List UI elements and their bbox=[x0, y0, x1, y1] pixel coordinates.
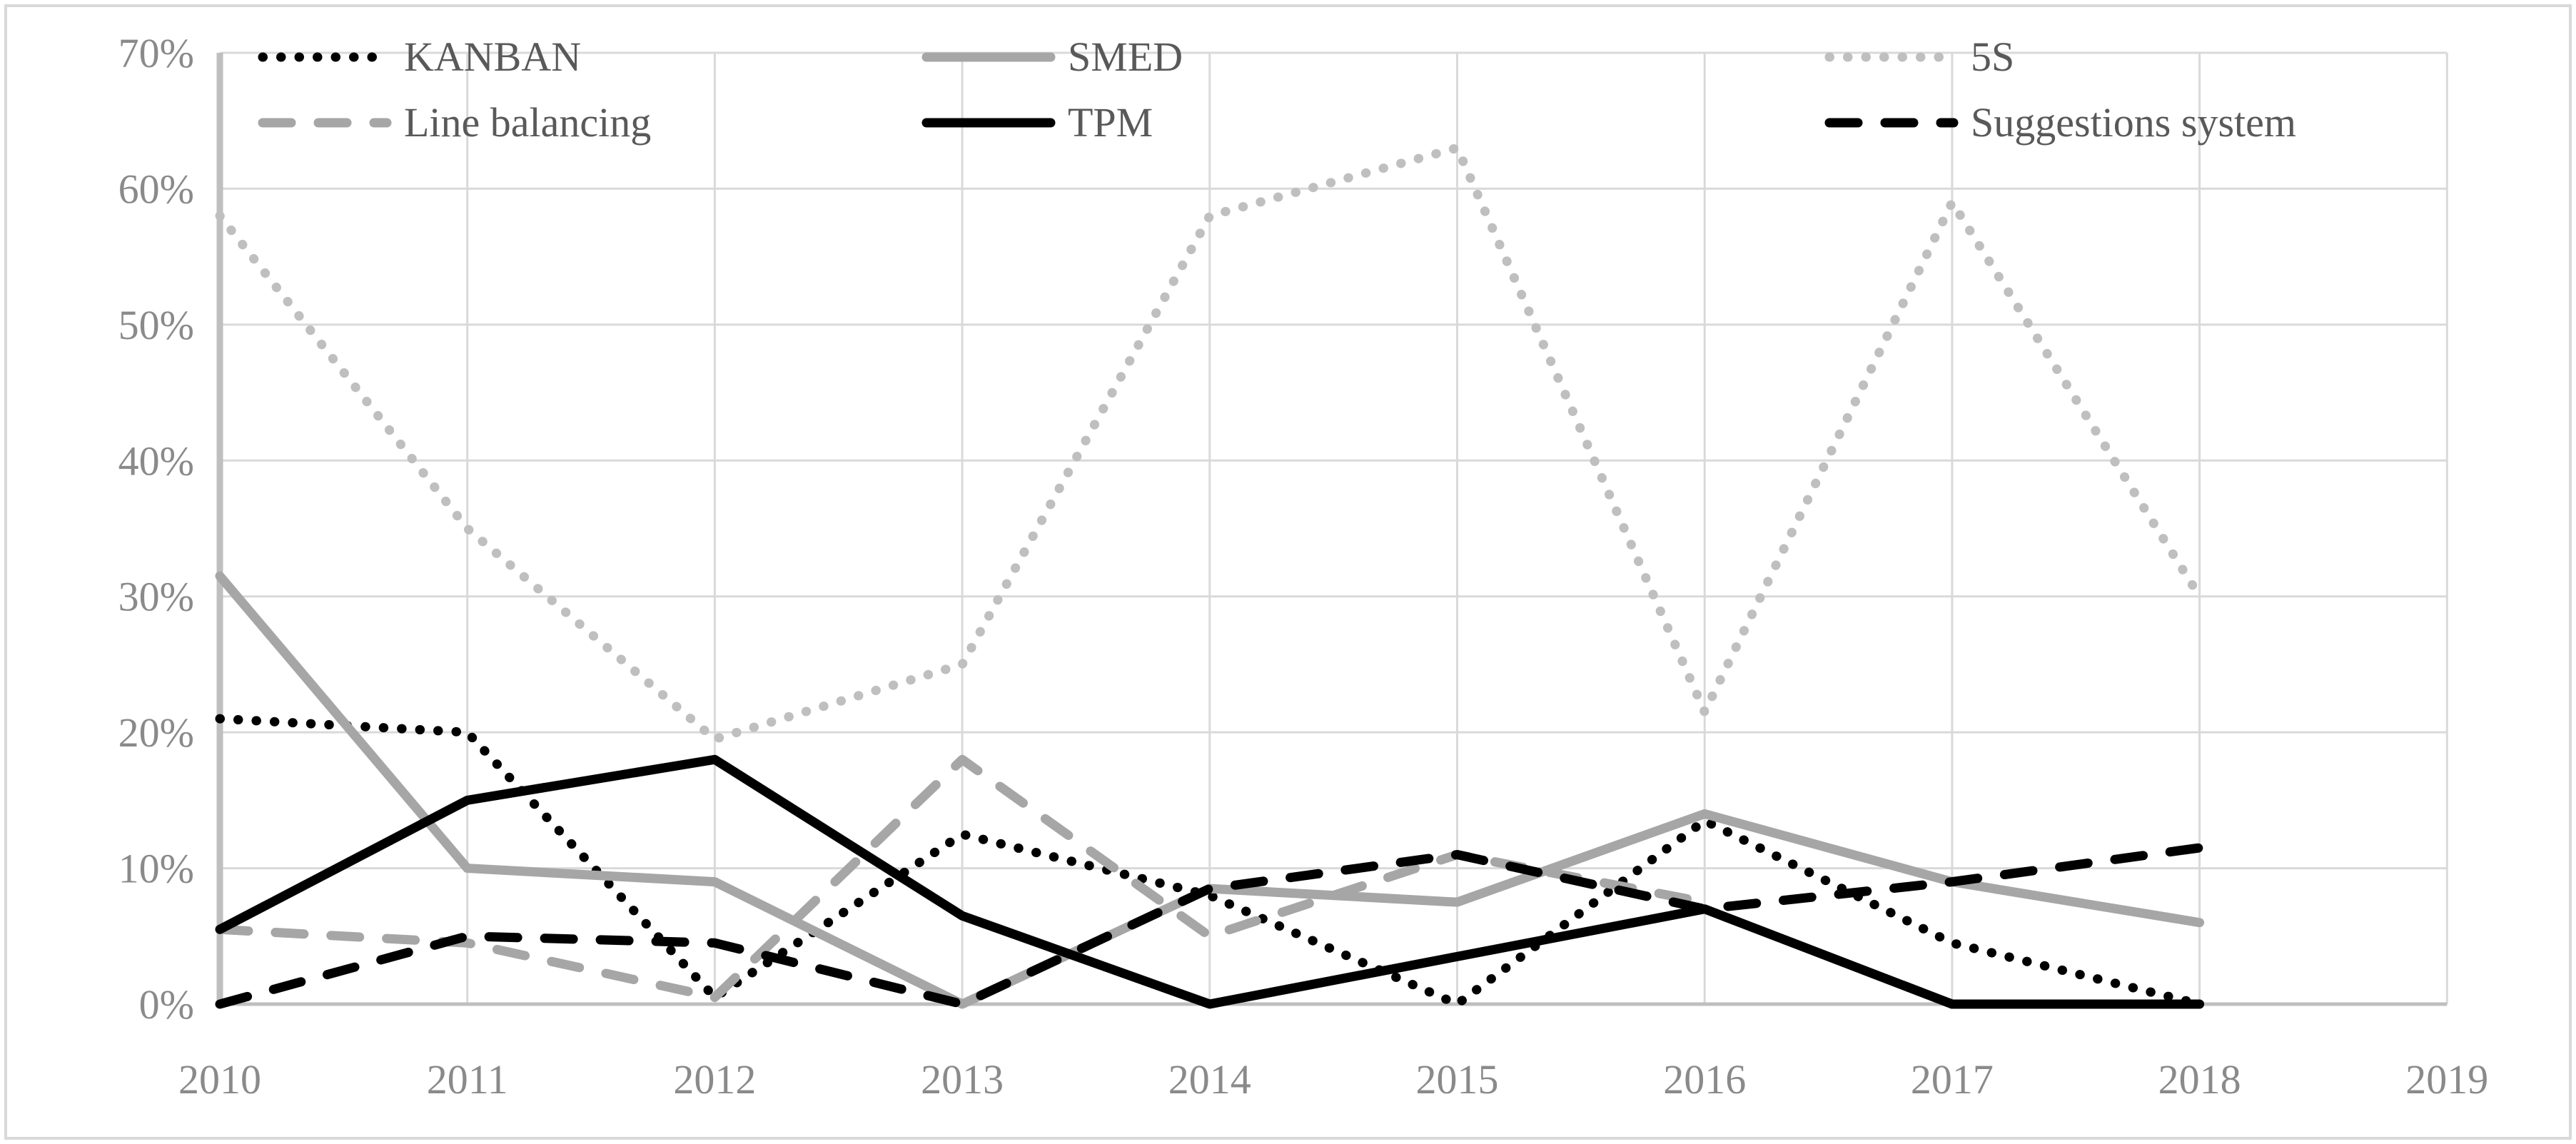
legend-item-smed: SMED bbox=[921, 34, 1183, 80]
y-axis-tick-label: 20% bbox=[118, 709, 194, 756]
x-axis-tick-label: 2015 bbox=[1416, 1056, 1499, 1103]
figure-border bbox=[4, 4, 2572, 1140]
legend-item-line-balancing: Line balancing bbox=[257, 100, 651, 146]
legend-label: Suggestions system bbox=[1971, 99, 2296, 146]
legend-item-suggestions-system: Suggestions system bbox=[1824, 100, 2296, 146]
legend-marker-dotted-line bbox=[258, 52, 392, 62]
x-axis-tick-label: 2019 bbox=[2405, 1056, 2488, 1103]
legend-marker-dashed-line bbox=[1824, 118, 1959, 128]
legend-label: Line balancing bbox=[404, 99, 652, 146]
legend-label: KANBAN bbox=[404, 34, 582, 80]
legend-label: SMED bbox=[1068, 34, 1183, 80]
y-axis-tick-label: 70% bbox=[118, 30, 194, 76]
legend-item-tpm: TPM bbox=[921, 100, 1153, 146]
y-axis-tick-label: 0% bbox=[139, 981, 194, 1028]
series-line-5s bbox=[215, 143, 2205, 744]
y-axis-tick-label: 30% bbox=[118, 574, 194, 620]
y-axis-tick-label: 60% bbox=[118, 166, 194, 212]
x-axis-tick-label: 2016 bbox=[1663, 1056, 1746, 1103]
x-axis-tick-label: 2014 bbox=[1168, 1056, 1251, 1103]
legend-marker-dashed-line bbox=[258, 118, 392, 128]
legend-item-5s: 5S bbox=[1824, 34, 2014, 80]
x-axis-tick-label: 2013 bbox=[921, 1056, 1004, 1103]
legend-item-kanban: KANBAN bbox=[257, 34, 581, 80]
y-axis-tick-label: 10% bbox=[118, 846, 194, 892]
legend-marker-solid-line bbox=[921, 52, 1056, 62]
series-line-tpm bbox=[215, 754, 2205, 1009]
legend-marker-dotted-line bbox=[1824, 52, 1959, 62]
x-axis-tick-label: 2012 bbox=[673, 1056, 756, 1103]
legend-label: TPM bbox=[1068, 99, 1153, 146]
series-line-suggestions-system bbox=[215, 843, 2205, 1009]
legend-label: 5S bbox=[1971, 34, 2015, 80]
y-axis-tick-label: 40% bbox=[118, 437, 194, 484]
x-axis-tick-label: 2011 bbox=[427, 1056, 508, 1103]
x-axis-tick-label: 2018 bbox=[2158, 1056, 2241, 1103]
series-line-kanban bbox=[215, 714, 2205, 1009]
y-axis-tick-label: 50% bbox=[118, 302, 194, 348]
x-axis-tick-label: 2010 bbox=[178, 1056, 261, 1103]
x-axis-tick-label: 2017 bbox=[1911, 1056, 1994, 1103]
legend-marker-solid-line bbox=[921, 118, 1056, 128]
